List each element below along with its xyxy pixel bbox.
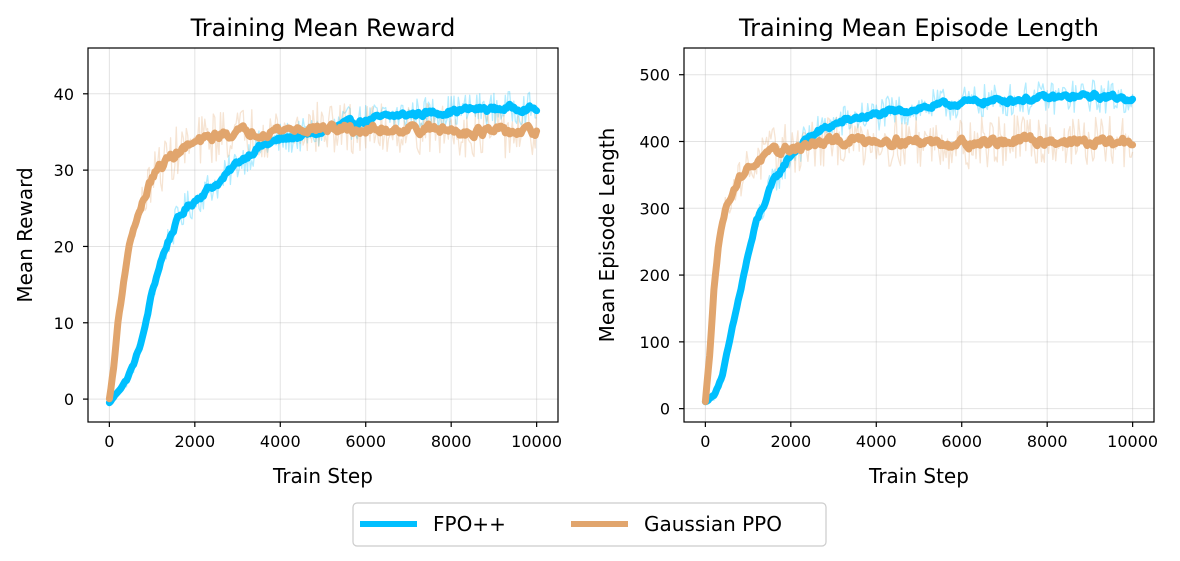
length-title: Training Mean Episode Length [738,14,1099,42]
reward-ppo-raw-line [108,101,538,398]
reward-axes-frame [87,47,559,423]
length-xtick-label-4: 8000 [1027,432,1068,451]
reward-grid [88,48,558,422]
reward-xtick-label-3: 6000 [345,432,386,451]
reward-ylabel: Mean Reward [13,167,37,302]
reward-subplot: 0 2000 4000 6000 8000 10000 0 10 20 30 40 Training… [13,14,562,488]
legend: FPO++ Gaussian PPO [352,502,827,547]
length-ppo-line [701,131,1137,406]
length-ylabel: Mean Episode Length [595,128,619,343]
length-ytick-label-1: 100 [639,333,670,352]
length-xtick-label-0: 0 [700,432,710,451]
length-ytick-label-5: 500 [639,66,670,85]
reward-ytick-label-0: 0 [64,390,74,409]
reward-ytick-label-3: 30 [54,161,74,180]
length-xtick-label-3: 6000 [941,432,982,451]
reward-ppo-line [105,120,541,403]
reward-ytick-label-4: 40 [54,85,74,104]
legend-label-fpo: FPO++ [433,512,506,536]
length-raw-noise [704,79,1134,406]
length-fpo-raw-line [704,79,1134,406]
reward-ticks: 0 2000 4000 6000 8000 10000 0 10 20 30 40 [54,85,562,451]
length-xtick-label-5: 10000 [1107,432,1158,451]
reward-lines [105,100,541,407]
length-ytick-label-4: 400 [639,133,670,152]
length-ticks: 0 2000 4000 6000 8000 10000 0 100 200 300 400 500 [639,66,1158,451]
length-ppo-raw-line [704,113,1134,400]
reward-xtick-label-2: 4000 [260,432,301,451]
reward-ytick-label-2: 20 [54,237,74,256]
length-axes-frame [683,47,1155,423]
reward-xtick-label-0: 0 [104,432,114,451]
length-xtick-label-2: 4000 [856,432,897,451]
length-ytick-label-3: 300 [639,199,670,218]
length-ytick-label-0: 0 [660,400,670,419]
reward-xlabel: Train Step [272,464,373,488]
length-lines [701,89,1137,406]
reward-xtick-label-1: 2000 [174,432,215,451]
length-xtick-label-1: 2000 [770,432,811,451]
length-fpo-line [701,89,1137,406]
reward-xtick-label-4: 8000 [431,432,472,451]
legend-label-ppo: Gaussian PPO [644,512,782,536]
episode-length-subplot: 0 2000 4000 6000 8000 10000 0 100 200 300 400 500 T… [595,14,1158,488]
reward-xtick-label-5: 10000 [511,432,562,451]
reward-ytick-label-1: 10 [54,314,74,333]
length-xlabel: Train Step [868,464,969,488]
reward-title: Training Mean Reward [190,14,456,42]
length-ytick-label-2: 200 [639,266,670,285]
